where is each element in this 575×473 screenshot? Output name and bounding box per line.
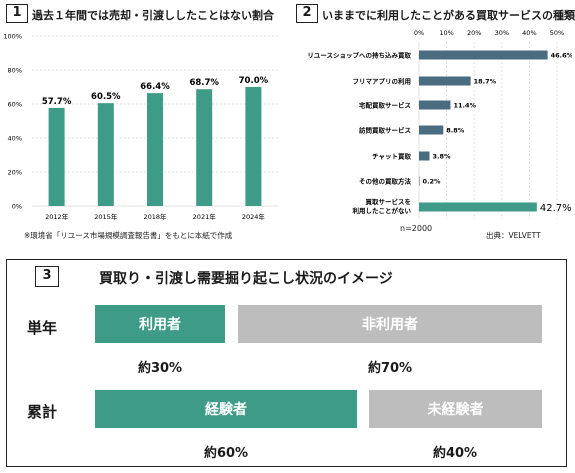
non-users-box: 非利用者 [238,305,542,343]
bar [419,50,548,60]
users-percent: 約30% [137,361,183,376]
bar-value-label: 11.4% [453,102,476,110]
row-label-cumulative: 累計 [27,403,58,421]
x-tick-label: 50% [550,29,564,37]
panel3-diagram: 3 買取り・引渡し需要掘り起こし状況のイメージ 単年 利用者 非利用者 約30%… [6,259,567,467]
panel3-title: 買取り・引渡し需要掘り起こし状況のイメージ [99,271,393,287]
bar-value-label: 18.7% [474,78,497,86]
x-tick-label: 2012年 [45,212,69,221]
x-tick-label: 30% [495,29,509,37]
experienced-box: 経験者 [95,390,357,428]
bar [419,202,537,212]
bar [419,125,444,135]
panel2-number-box: 2 [296,4,318,23]
chart2-horizontal-bar-chart: 0% 10% 20% 30% 40% 50% 46.6% リユースショップへの持ち込み買取 18… [307,29,572,219]
panel1-source-note: ※環境省「リユース市場規模調査報告書」をもとに本紙で作成 [24,231,233,240]
chart1-vertical-bar-chart: 0% 20% 40% 60% 80% 100% 57.7% 2012年 60.5% 2015年 66… [3,33,278,221]
bar [419,176,420,186]
bar-value-label: 70.0% [239,76,269,86]
y-tick-label: 0% [12,203,22,211]
x-tick-label: 2021年 [193,212,217,221]
bar-value-label: 68.7% [189,78,219,88]
y-category-label: その他の買取方法 [359,177,412,186]
panel2-title: いままでに利用したことがある買取サービスの種類 [322,9,575,22]
panel1-title: 過去１年間では売却・引渡ししたことはない割合 [32,9,274,22]
experienced-percent: 約60% [203,446,249,461]
row-label-single-year: 単年 [27,319,58,337]
bar [196,89,213,206]
y-tick-label: 80% [8,67,22,75]
panel2-sample-size: n=2000 [400,224,433,233]
inexperienced-box: 未経験者 [369,390,542,428]
y-category-label: リユースショップへの持ち込み買取 [307,51,411,60]
bar-value-label: 3.8% [432,153,451,161]
bar [419,76,471,86]
x-tick-label: 2024年 [242,212,266,221]
y-category-label: チャット買取 [372,152,411,161]
y-category-label: フリマアプリの利用 [353,77,412,86]
bar-value-label: 46.6% [551,52,572,60]
panel1-number-box: 1 [6,4,28,23]
inexperienced-percent: 約40% [432,446,478,461]
y-tick-label: 40% [8,135,22,143]
y-category-label: 訪問買取サービス [359,126,411,135]
y-tick-label: 20% [8,169,22,177]
x-tick-label: 10% [439,29,453,37]
x-tick-label: 0% [414,29,424,37]
users-box: 利用者 [95,305,225,343]
y-tick-label: 60% [8,101,22,109]
x-tick-label: 2018年 [143,212,167,221]
bar-value-label: 66.4% [140,82,170,92]
bar-value-label: 60.5% [91,92,121,102]
bar [97,103,114,206]
non-users-percent: 約70% [367,361,413,376]
bar-value-label: 0.2% [423,178,442,186]
bar [419,151,430,161]
bar [419,100,451,110]
panel3-number-box: 3 [35,266,59,287]
bar [147,93,163,206]
bar [245,87,262,206]
x-tick-label: 40% [522,29,536,37]
y-category-label: 宅配買取サービス [359,101,411,110]
x-tick-label: 2015年 [94,212,118,221]
bar-value-label: 57.7% [42,97,72,107]
y-tick-label: 100% [3,33,22,41]
x-tick-label: 20% [467,29,481,37]
bar-value-label: 8.8% [446,127,465,135]
bar [48,107,65,206]
panel2-source: 出典：VELVETT [486,231,541,240]
y-category-label: 買取サービスを利用したことがない [353,197,412,215]
bar-value-label: 42.7% [540,203,572,214]
